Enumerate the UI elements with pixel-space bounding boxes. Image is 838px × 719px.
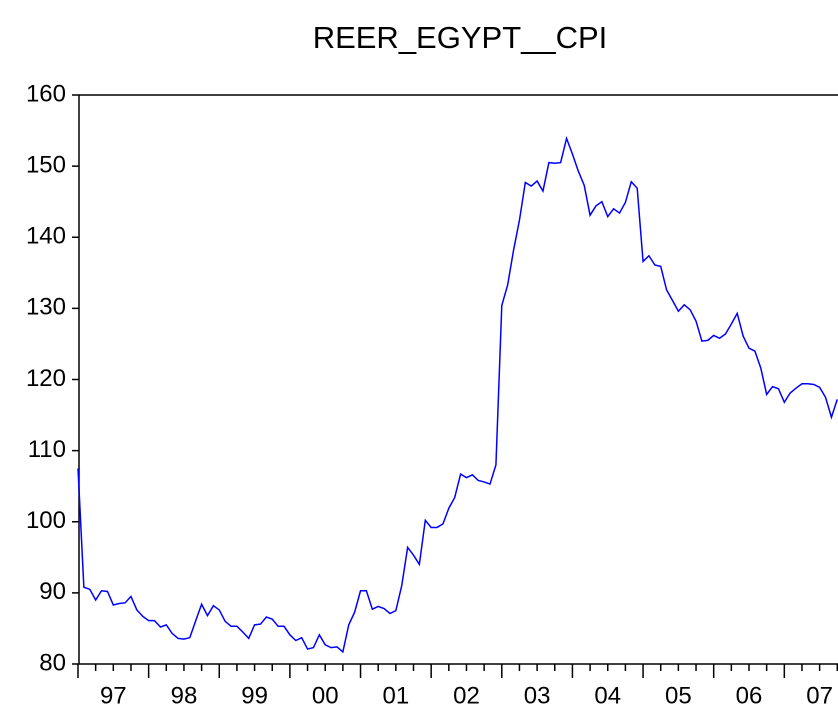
- x-tick-label: 01: [382, 682, 409, 709]
- x-tick-label: 98: [171, 682, 198, 709]
- x-tick-label: 99: [241, 682, 268, 709]
- x-tick-label: 03: [524, 682, 551, 709]
- x-tick-label: 07: [806, 682, 833, 709]
- x-tick-label: 00: [312, 682, 339, 709]
- y-tick-label: 140: [26, 223, 66, 250]
- x-tick-label: 02: [453, 682, 480, 709]
- y-tick-label: 100: [26, 507, 66, 534]
- x-tick-label: 97: [100, 682, 127, 709]
- data-line: [77, 135, 838, 654]
- y-tick-label: 110: [28, 436, 66, 463]
- y-tick-label: 80: [39, 649, 66, 676]
- y-tick-label: 150: [26, 151, 66, 178]
- x-tick-label: 06: [736, 682, 763, 709]
- y-tick-label: 120: [26, 365, 66, 392]
- y-tick-label: 90: [39, 578, 66, 605]
- chart-title: REER_EGYPT__CPI: [313, 20, 608, 55]
- x-tick-label: 04: [594, 682, 621, 709]
- x-tick-label: 05: [665, 682, 692, 709]
- y-tick-label: 130: [26, 294, 66, 321]
- y-tick-label: 160: [26, 80, 66, 107]
